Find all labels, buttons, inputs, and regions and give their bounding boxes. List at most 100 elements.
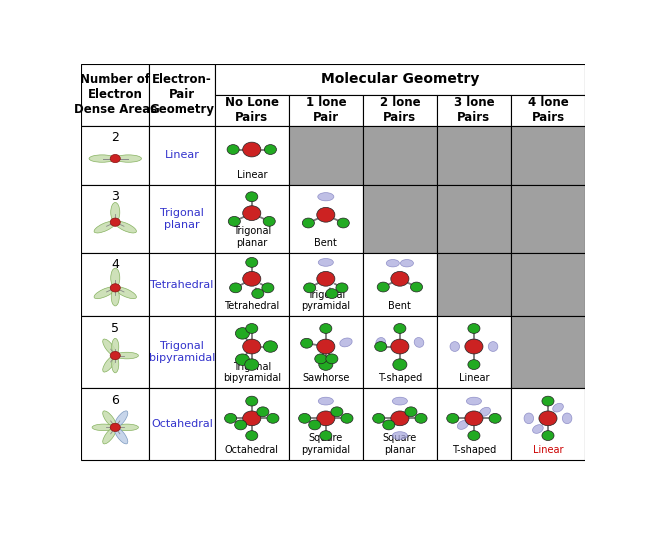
Text: Linear: Linear [459,373,489,383]
Bar [289,253,363,317]
Text: Linear: Linear [533,445,563,455]
Circle shape [298,414,311,423]
Ellipse shape [532,425,543,433]
Ellipse shape [89,155,115,162]
Ellipse shape [386,260,399,267]
Text: Octahedral: Octahedral [151,419,213,429]
Circle shape [489,414,501,423]
Circle shape [447,414,459,423]
Circle shape [542,431,554,440]
Circle shape [301,338,313,348]
Bar [511,253,585,317]
Circle shape [374,342,387,351]
Text: Square
planar: Square planar [383,433,417,455]
Ellipse shape [103,411,116,427]
Bar [81,125,150,185]
Circle shape [246,192,258,201]
Circle shape [244,359,259,370]
Circle shape [465,339,483,354]
Text: Sawhorse: Sawhorse [302,373,350,383]
Ellipse shape [115,352,138,359]
Bar [289,317,363,388]
Circle shape [263,216,275,227]
Circle shape [394,324,406,334]
Bar [214,125,289,185]
Text: Number of
Electron
Dense Areas: Number of Electron Dense Areas [73,73,157,116]
Circle shape [331,407,343,417]
Ellipse shape [112,338,119,356]
Bar [214,64,585,95]
Circle shape [267,414,279,423]
Circle shape [302,218,315,228]
Bar [437,125,511,185]
Bar [150,185,214,253]
Ellipse shape [112,356,119,373]
Bar [81,64,150,125]
Bar [81,185,150,253]
Circle shape [391,271,409,286]
Text: 2: 2 [111,131,119,144]
Circle shape [242,206,261,221]
Text: Linear: Linear [164,150,200,160]
Circle shape [246,396,258,406]
Text: 6: 6 [111,393,119,407]
Ellipse shape [414,337,424,348]
Circle shape [224,414,237,423]
Text: Molecular Geometry: Molecular Geometry [320,72,479,86]
Bar [437,253,511,317]
Text: 3 lone
Pairs: 3 lone Pairs [454,96,494,124]
Ellipse shape [115,221,136,233]
Bar [81,388,150,460]
Bar [511,388,585,460]
Bar [214,95,289,125]
Circle shape [326,289,338,298]
Ellipse shape [393,397,408,405]
Ellipse shape [480,407,491,416]
Circle shape [111,351,120,360]
Text: 5: 5 [111,322,119,335]
Circle shape [315,354,327,364]
Circle shape [242,411,261,426]
Text: Octahedral: Octahedral [225,445,279,455]
Ellipse shape [468,339,480,346]
Circle shape [405,407,417,417]
Circle shape [111,284,120,292]
Text: Square
pyramidal: Square pyramidal [301,433,350,455]
Circle shape [265,144,276,155]
Circle shape [242,339,261,354]
Ellipse shape [114,411,128,427]
Text: Bent: Bent [389,302,411,311]
Circle shape [465,411,483,426]
Circle shape [336,283,348,293]
Circle shape [257,407,269,417]
Circle shape [318,359,333,370]
Ellipse shape [562,413,572,424]
Circle shape [111,155,120,163]
Ellipse shape [103,356,116,372]
Circle shape [235,420,247,430]
Circle shape [317,339,335,354]
Circle shape [111,218,120,227]
Bar [214,388,289,460]
Ellipse shape [318,397,333,405]
Circle shape [391,339,409,354]
Ellipse shape [115,287,136,298]
Ellipse shape [114,427,128,444]
Bar [289,388,363,460]
Circle shape [468,324,480,334]
Bar [214,317,289,388]
Bar [437,185,511,253]
Bar [363,125,437,185]
Ellipse shape [393,432,408,440]
Text: T-shaped: T-shaped [378,373,422,383]
Text: No Lone
Pairs: No Lone Pairs [225,96,279,124]
Ellipse shape [94,221,116,233]
Bar [363,253,437,317]
Text: Trigonal
planar: Trigonal planar [160,208,204,230]
Bar [289,95,363,125]
Circle shape [415,414,427,423]
Circle shape [235,328,250,339]
Text: Bent: Bent [315,238,337,248]
Circle shape [539,411,557,426]
Ellipse shape [111,268,120,288]
